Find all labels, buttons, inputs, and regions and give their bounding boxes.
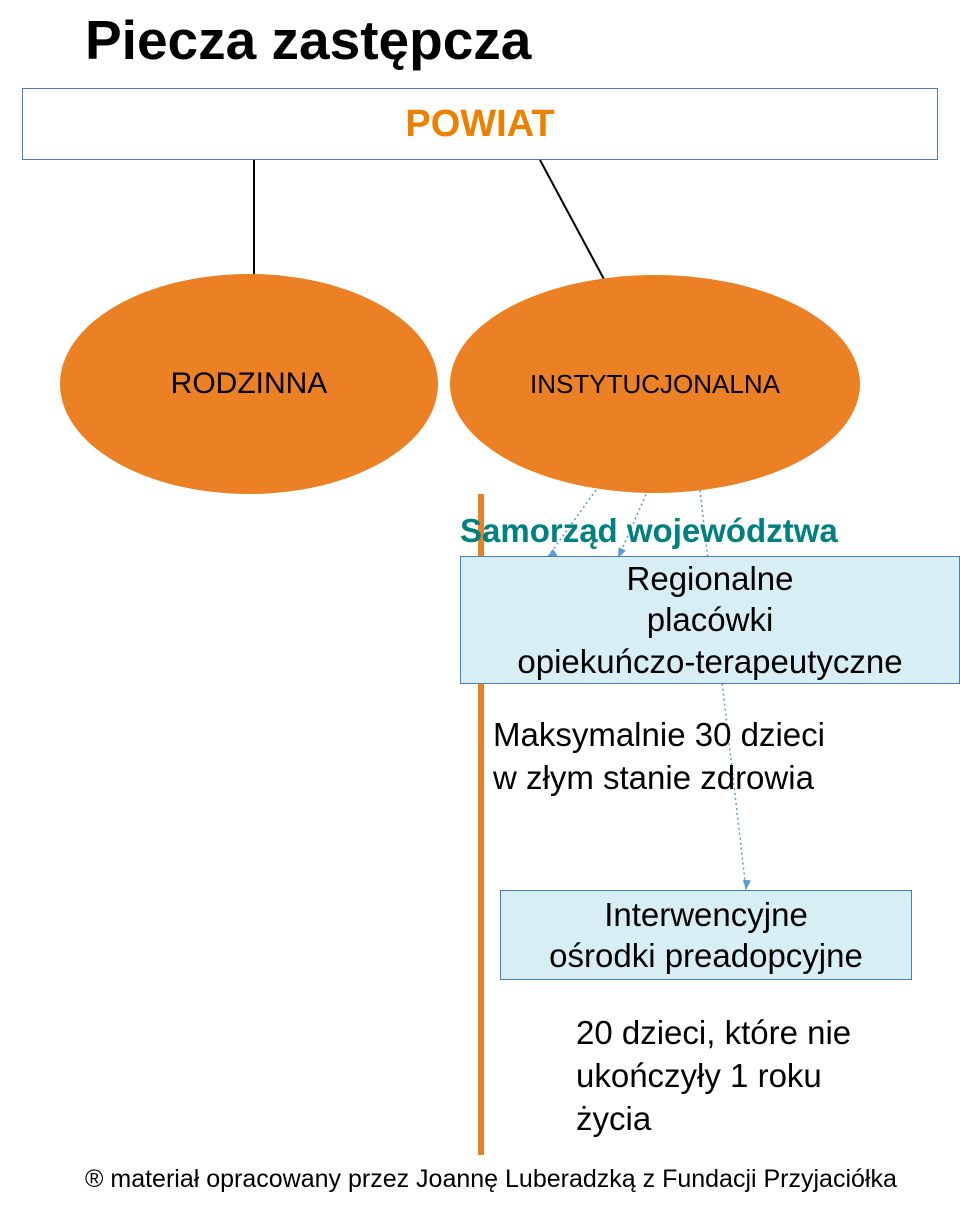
powiat-bar: POWIAT: [22, 88, 938, 160]
box-interwencyjne: Interwencyjne ośrodki preadopcyjne: [500, 890, 912, 980]
node-instytucjonalna-label: INSTYTUCJONALNA: [530, 369, 780, 400]
text-20dzieci: 20 dzieci, które nie ukończyły 1 roku ży…: [576, 1012, 851, 1141]
node-rodzinna: RODZINNA: [60, 274, 438, 494]
page-title: Piecza zastępcza: [85, 8, 531, 72]
powiat-label: POWIAT: [405, 103, 554, 146]
text-maksymalnie: Maksymalnie 30 dzieci w złym stanie zdro…: [493, 714, 825, 800]
text-line: w złym stanie zdrowia: [493, 757, 825, 800]
text-line: 20 dzieci, które nie: [576, 1012, 851, 1055]
node-rodzinna-label: RODZINNA: [171, 367, 328, 401]
text-line: życia: [576, 1098, 851, 1141]
box-placowki: Regionalne placówki opiekuńczo-terapeuty…: [460, 556, 960, 684]
box-interw-line: Interwencyjne: [549, 894, 863, 935]
box-placowki-text: Regionalne placówki opiekuńczo-terapeuty…: [517, 558, 902, 682]
box-placowki-line: Regionalne: [517, 558, 902, 599]
text-line: ukończyły 1 roku: [576, 1055, 851, 1098]
samorzad-label: Samorząd województwa: [460, 512, 838, 550]
box-interwencyjne-text: Interwencyjne ośrodki preadopcyjne: [549, 894, 863, 977]
box-interw-line: ośrodki preadopcyjne: [549, 935, 863, 976]
footer-credit: ® materiał opracowany przez Joannę Luber…: [85, 1165, 897, 1194]
box-placowki-line: placówki: [517, 599, 902, 640]
text-line: Maksymalnie 30 dzieci: [493, 714, 825, 757]
node-instytucjonalna: INSTYTUCJONALNA: [450, 275, 860, 493]
box-placowki-line: opiekuńczo-terapeutyczne: [517, 641, 902, 682]
